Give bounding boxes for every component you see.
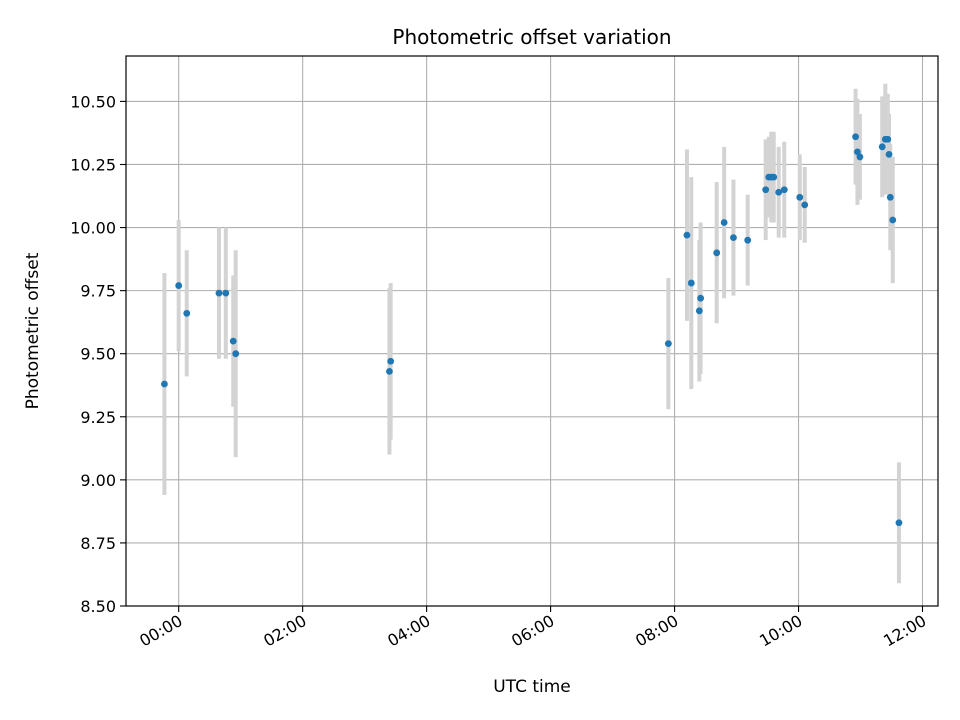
data-point [854,148,861,156]
x-tick-label: 00:00 [136,611,185,651]
data-point [885,150,893,158]
data-point [222,289,230,297]
data-point [878,143,886,151]
data-point [386,367,393,375]
y-tick-label: 10.00 [70,219,116,238]
error-bars [162,83,901,584]
y-tick-label: 9.75 [80,282,116,301]
data-points [161,133,903,527]
data-point [687,279,695,287]
data-point [161,380,168,388]
grid-lines [126,56,938,607]
x-axis-ticks: 00:00 02:00 04:00 06:00 08:00 10:00 12:00 [136,606,930,651]
data-point [780,186,788,194]
data-point [730,234,737,242]
data-point [713,249,721,257]
data-point [852,133,859,141]
y-tick-label: 8.50 [80,597,116,616]
y-tick-label: 9.25 [80,408,116,427]
data-point [695,307,703,315]
y-tick-label: 10.50 [70,92,116,111]
x-tick-label: 10:00 [756,611,805,651]
data-point [762,186,770,194]
y-tick-label: 8.75 [80,534,116,553]
data-point [175,282,183,289]
data-point [775,188,783,196]
x-axis-label: UTC time [493,677,571,697]
chart-title: Photometric offset variation [392,25,671,49]
data-point [232,350,240,358]
plot-frame [125,55,939,607]
y-axis-label: Photometric offset [23,252,43,409]
data-point [387,357,395,365]
data-point [886,193,894,201]
data-point [884,135,892,143]
data-point [770,173,778,181]
data-point [720,219,728,226]
data-point [801,201,809,209]
data-point [697,294,704,302]
data-point [683,231,691,239]
data-point [889,216,897,224]
y-axis-ticks: 8.50 8.75 9.00 9.25 9.50 9.75 10.00 10.25 10.50 [70,92,126,616]
x-tick-label: 12:00 [880,611,929,651]
x-tick-label: 02:00 [260,611,309,651]
data-point [796,193,804,201]
data-point [895,519,903,527]
x-tick-label: 08:00 [632,611,681,651]
y-tick-label: 9.00 [80,471,116,490]
y-tick-label: 10.25 [70,155,116,174]
data-point [664,340,672,348]
data-point [183,309,191,317]
data-point [215,289,223,297]
x-tick-label: 06:00 [508,611,557,651]
data-point [744,236,752,244]
data-point [229,337,237,345]
y-tick-label: 9.50 [80,345,116,364]
data-point [856,153,864,161]
x-tick-label: 04:00 [384,611,433,651]
